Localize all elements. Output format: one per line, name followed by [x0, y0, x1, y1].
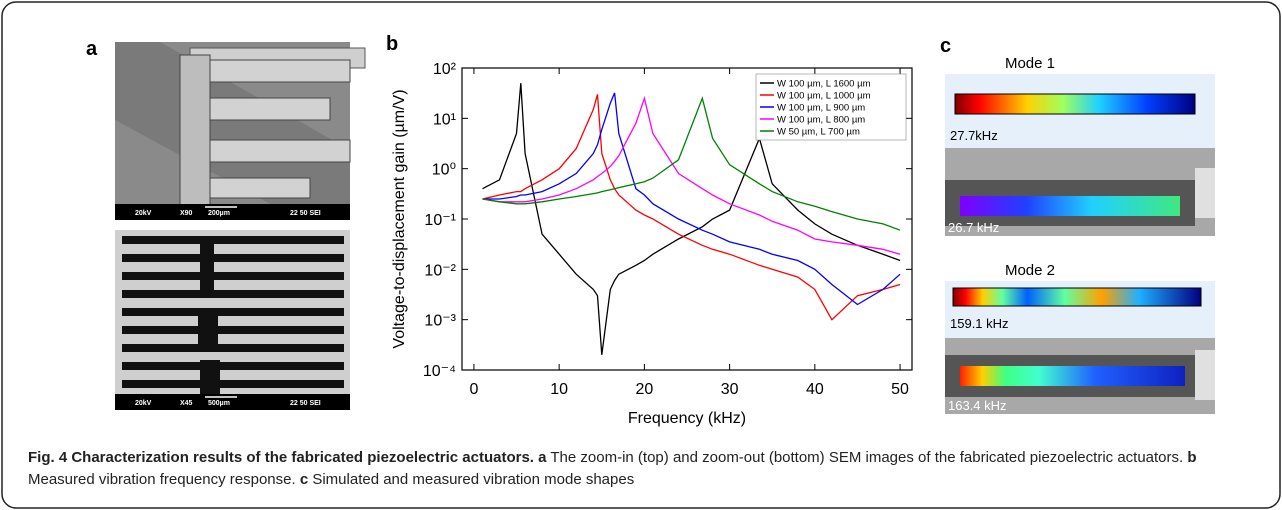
y-axis-label: Voltage-to-displacement gain (µm/V) — [391, 89, 408, 348]
frequency-label: 26.7 kHz — [948, 220, 999, 235]
panel-label: a — [86, 38, 98, 60]
caption: Fig. 4 Characterization results of the f… — [28, 447, 1258, 491]
series-line — [482, 95, 901, 255]
series-line — [482, 92, 901, 306]
y-tick-label: 10⁻⁴ — [423, 363, 456, 380]
x-tick-label: 10 — [550, 381, 568, 398]
caption-text: Simulated and measured vibration mode sh… — [308, 471, 635, 488]
caption-label: b — [1187, 449, 1197, 466]
sem-image-top: 20kV X90 200µm 22 50 SEI — [115, 42, 366, 220]
panel-label: b — [386, 33, 398, 55]
x-tick-label: 30 — [721, 381, 739, 398]
legend-box — [755, 73, 907, 141]
chart: 0 10 20 30 40 50 10⁻⁴ 10⁻³ 10⁻² 10⁻¹ 10⁰ 10¹ 10² Freq… — [391, 61, 913, 427]
frequency-label: 159.1 kHz — [950, 316, 1009, 331]
y-tick-label: 10⁰ — [432, 162, 456, 179]
legend-label: W 100 µm, L 1000 µm — [777, 91, 871, 102]
sem-info: X90 — [180, 210, 193, 217]
legend-label: W 50 µm, L 700 µm — [777, 127, 860, 138]
y-tick-label: 10⁻² — [424, 262, 456, 279]
frequency-label: 163.4 kHz — [948, 398, 1007, 413]
sem-info: 22 50 SEI — [290, 400, 321, 407]
measured-image — [945, 148, 1215, 236]
x-tick-label: 0 — [469, 381, 478, 398]
simulated-shape — [952, 287, 1202, 307]
legend-label: W 100 µm, L 800 µm — [777, 115, 865, 126]
y-tick-label: 10¹ — [433, 111, 456, 128]
caption-label: c — [299, 471, 309, 488]
series-line — [482, 94, 901, 321]
sem-info: 200µm — [208, 210, 230, 217]
sem-info: 20kV — [135, 210, 152, 217]
sem-image-bottom: 20kV X45 500µm 22 50 SEI — [115, 230, 350, 410]
x-tick-label: 40 — [806, 381, 824, 398]
x-axis-label: Frequency (kHz) — [628, 410, 746, 427]
sem-info: 500µm — [208, 400, 230, 407]
caption-text: Measured vibration frequency response. — [28, 471, 300, 488]
y-tick-label: 10² — [433, 61, 457, 78]
measured-image — [945, 338, 1215, 414]
legend-label: W 100 µm, L 900 µm — [777, 103, 865, 114]
sem-info: 20kV — [135, 400, 152, 407]
series-line — [482, 96, 901, 231]
y-tick-label: 10⁻¹ — [424, 212, 456, 229]
caption-text: The zoom-in (top) and zoom-out (bottom) … — [546, 449, 1188, 466]
mode-title: Mode 2 — [1005, 262, 1055, 279]
frequency-label: 27.7kHz — [950, 128, 998, 143]
x-tick-label: 20 — [635, 381, 653, 398]
caption-label: a — [538, 449, 547, 466]
panel-label: c — [940, 35, 951, 57]
x-tick-label: 50 — [891, 381, 909, 398]
sem-info: X45 — [180, 400, 193, 407]
simulated-shape — [954, 93, 1196, 115]
y-tick-label: 10⁻³ — [424, 313, 456, 330]
sem-info: 22 50 SEI — [290, 210, 321, 217]
mode-title: Mode 1 — [1005, 55, 1055, 72]
legend-label: W 100 µm, L 1600 µm — [777, 79, 871, 90]
series-line — [482, 83, 901, 355]
caption-title: Fig. 4 Characterization results of the f… — [28, 449, 534, 466]
